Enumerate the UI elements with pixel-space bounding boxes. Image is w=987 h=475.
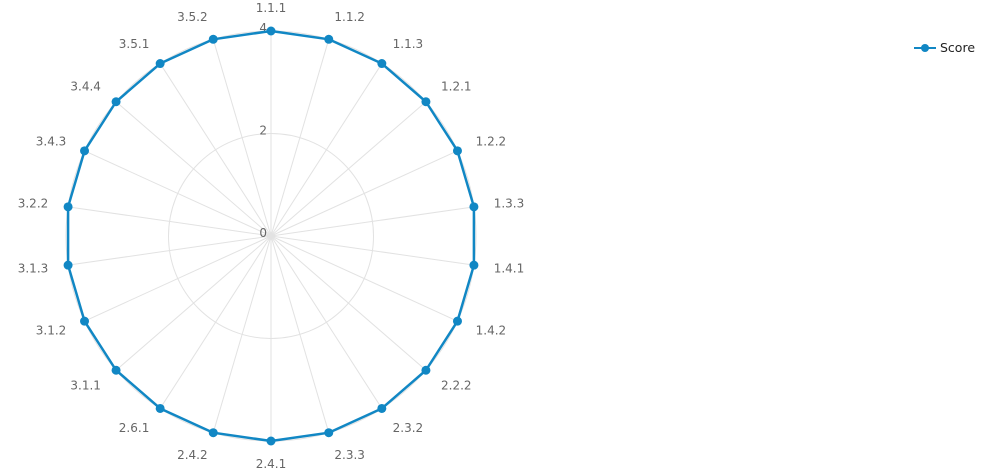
data-point[interactable]	[377, 403, 387, 413]
data-point[interactable]	[155, 403, 165, 413]
data-point[interactable]	[80, 316, 90, 326]
radar-spoke	[270, 235, 474, 266]
axis-label: 2.4.1	[256, 457, 287, 471]
axis-label: 1.4.2	[476, 324, 507, 338]
data-point[interactable]	[63, 202, 73, 212]
data-point[interactable]	[63, 260, 73, 270]
radar-spoke	[115, 101, 272, 237]
radar-tick-labels: 0 2 4	[259, 21, 267, 240]
radar-series	[63, 26, 479, 446]
axis-label: 3.5.1	[119, 37, 150, 51]
axis-label: 2.4.2	[177, 448, 208, 462]
axis-label: 1.1.1	[256, 1, 287, 15]
data-point[interactable]	[80, 146, 90, 156]
radial-tick-label: 4	[259, 21, 267, 35]
radar-spoke	[212, 39, 272, 237]
radar-spoke	[270, 235, 330, 433]
data-point[interactable]	[377, 59, 387, 69]
radar-spoke	[270, 235, 458, 322]
chart-legend[interactable]: Score	[914, 40, 975, 55]
axis-label: 1.2.2	[476, 134, 507, 148]
axis-label: 2.3.3	[334, 448, 365, 462]
radar-spoke	[84, 235, 272, 322]
axis-label: 3.2.2	[18, 197, 49, 211]
data-point[interactable]	[324, 428, 334, 438]
radar-spoke	[159, 63, 272, 237]
radar-spoke	[212, 235, 272, 433]
radar-spoke	[270, 101, 427, 237]
axis-label: 3.4.3	[36, 134, 67, 148]
data-point[interactable]	[111, 365, 121, 375]
axis-label: 2.6.1	[119, 421, 150, 435]
data-point[interactable]	[266, 26, 276, 36]
radar-spoke	[68, 206, 272, 237]
axis-label: 1.4.1	[494, 261, 525, 275]
axis-label: 3.1.2	[36, 324, 67, 338]
data-point[interactable]	[111, 97, 121, 107]
radar-spoke	[270, 235, 383, 409]
axis-label: 3.1.3	[18, 261, 49, 275]
data-point[interactable]	[155, 59, 165, 69]
data-point[interactable]	[324, 34, 334, 44]
legend-marker-icon	[914, 42, 936, 54]
legend-label-score: Score	[940, 40, 976, 55]
radar-spoke	[270, 39, 330, 237]
data-point[interactable]	[452, 316, 462, 326]
data-point[interactable]	[208, 428, 218, 438]
axis-label: 2.2.2	[441, 378, 472, 392]
radar-grid	[65, 30, 477, 442]
axis-label: 1.1.2	[334, 10, 365, 24]
radar-axis-labels: 1.1.1 1.1.2 1.1.3 1.2.1 1.2.2 1.3.3 1.4.1 1.4.2…	[18, 1, 525, 471]
radar-spoke	[84, 150, 272, 237]
data-point[interactable]	[421, 97, 431, 107]
axis-label: 2.3.2	[393, 421, 424, 435]
radial-tick-label: 2	[259, 124, 267, 138]
axis-label: 1.1.3	[393, 37, 424, 51]
data-point[interactable]	[469, 202, 479, 212]
data-point[interactable]	[266, 436, 276, 446]
data-point[interactable]	[452, 146, 462, 156]
axis-label: 3.5.2	[177, 10, 208, 24]
axis-label: 3.1.1	[70, 378, 101, 392]
data-point[interactable]	[469, 260, 479, 270]
radial-tick-label: 0	[259, 226, 267, 240]
radar-spoke	[159, 235, 272, 409]
data-point[interactable]	[208, 34, 218, 44]
radar-spoke	[115, 235, 272, 371]
radar-spoke	[68, 235, 272, 266]
radar-spoke	[270, 150, 458, 237]
axis-label: 1.2.1	[441, 80, 472, 94]
radar-spoke	[270, 206, 474, 237]
radar-spoke	[270, 235, 427, 371]
axis-label: 1.3.3	[494, 197, 525, 211]
legend-dot	[921, 43, 929, 52]
data-point[interactable]	[421, 365, 431, 375]
axis-label: 3.4.4	[70, 80, 101, 94]
radar-spoke	[270, 63, 383, 237]
